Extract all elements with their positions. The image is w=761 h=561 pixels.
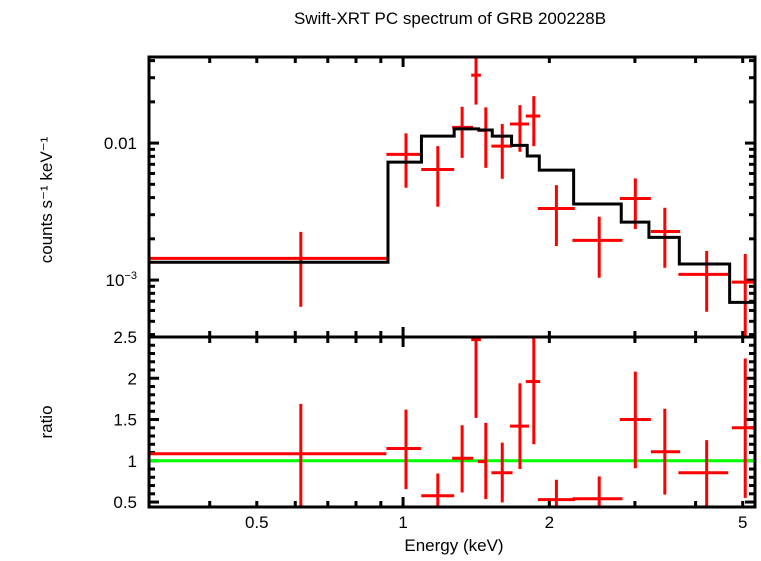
- x-axis-label: Energy (keV): [404, 536, 503, 555]
- x-tick-label: 1: [398, 513, 407, 532]
- spectrum-frame: [147, 55, 757, 339]
- y-tick-label: 1.5: [113, 411, 137, 430]
- ratio-frame: [147, 335, 757, 509]
- chart-title: Swift-XRT PC spectrum of GRB 200228B: [294, 9, 606, 28]
- x-tick-label: 5: [738, 513, 747, 532]
- y-tick-label: 0.5: [113, 493, 137, 512]
- model-line: [149, 127, 755, 304]
- y-axis-label-top: counts s⁻¹ keV⁻¹: [37, 136, 56, 263]
- y-tick-label: 1: [128, 452, 137, 471]
- y-axis-label-bottom: ratio: [37, 405, 56, 438]
- y-tick-label: 2: [128, 369, 137, 388]
- y-tick-label: 2.5: [113, 328, 137, 347]
- x-tick-label: 0.5: [245, 513, 269, 532]
- y-tick-label: 10−3: [106, 270, 137, 290]
- ratio-panel: [149, 337, 755, 507]
- y-tick-label: 0.01: [104, 134, 137, 153]
- spectrum-panel: [149, 57, 755, 337]
- x-tick-label: 2: [545, 513, 554, 532]
- tick-labels: 0.5 1 2 5 0.5 1 1.5 2 2.5 0.01 10−3: [104, 134, 748, 532]
